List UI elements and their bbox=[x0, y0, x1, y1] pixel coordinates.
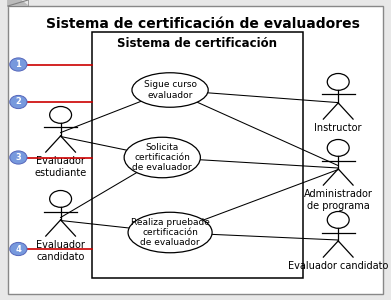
Ellipse shape bbox=[124, 137, 201, 178]
Text: Instructor: Instructor bbox=[314, 123, 362, 133]
Circle shape bbox=[10, 95, 27, 109]
Text: 3: 3 bbox=[16, 153, 21, 162]
Circle shape bbox=[10, 151, 27, 164]
Text: Solicita
certificación
de evaluador: Solicita certificación de evaluador bbox=[133, 142, 192, 172]
Circle shape bbox=[10, 242, 27, 256]
Text: Sigue curso
evaluador: Sigue curso evaluador bbox=[143, 80, 197, 100]
Text: Evaluador
candidato: Evaluador candidato bbox=[36, 240, 85, 262]
Text: Administrador
de programa: Administrador de programa bbox=[304, 189, 373, 211]
Text: Evaluador candidato: Evaluador candidato bbox=[288, 261, 388, 271]
Text: Evaluador
estudiante: Evaluador estudiante bbox=[34, 156, 87, 178]
Text: Realiza pruebade
certificación
de evaluador: Realiza pruebade certificación de evalua… bbox=[131, 218, 210, 248]
Polygon shape bbox=[8, 0, 28, 6]
Text: 1: 1 bbox=[15, 60, 22, 69]
FancyBboxPatch shape bbox=[92, 32, 303, 278]
Text: Sistema de certificación de evaluadores: Sistema de certificación de evaluadores bbox=[47, 16, 360, 31]
Text: 2: 2 bbox=[15, 98, 22, 106]
Circle shape bbox=[10, 58, 27, 71]
Ellipse shape bbox=[128, 212, 212, 253]
Ellipse shape bbox=[132, 73, 208, 107]
FancyBboxPatch shape bbox=[8, 6, 383, 294]
Text: 4: 4 bbox=[15, 244, 22, 253]
Text: Sistema de certificación: Sistema de certificación bbox=[117, 37, 278, 50]
